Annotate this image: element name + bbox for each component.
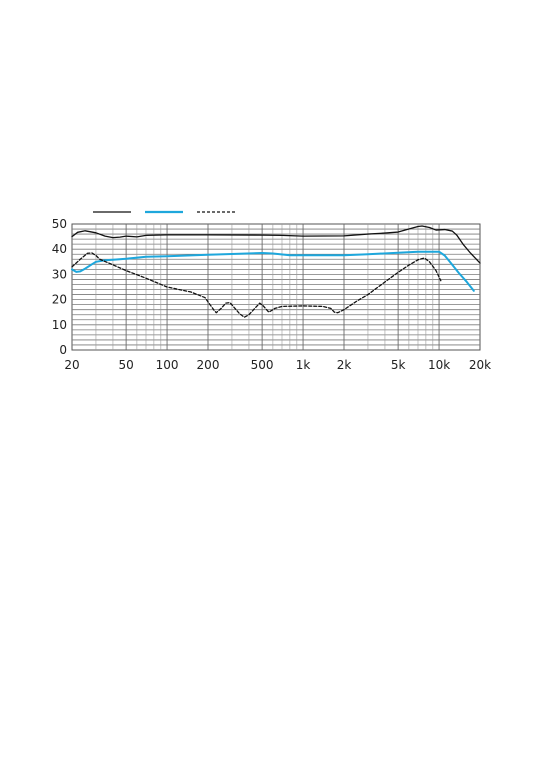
x-tick-label: 20 xyxy=(64,358,79,372)
x-axis-ticks: 20 50 100 200 500 1k 2k 5k 10k 20k xyxy=(64,358,491,372)
chart-grid xyxy=(71,223,481,351)
x-tick-label: 200 xyxy=(197,358,220,372)
x-tick-label: 2k xyxy=(337,358,352,372)
y-tick-label: 40 xyxy=(52,242,67,256)
x-tick-label: 10k xyxy=(428,358,450,372)
y-tick-label: 50 xyxy=(52,217,67,231)
series-line-2 xyxy=(71,250,475,292)
y-axis-ticks: 0 10 20 30 40 50 xyxy=(52,217,67,357)
x-tick-label: 50 xyxy=(118,358,133,372)
x-tick-label: 1k xyxy=(296,358,311,372)
y-tick-label: 30 xyxy=(52,267,67,281)
y-tick-label: 20 xyxy=(52,293,67,307)
x-tick-label: 100 xyxy=(156,358,179,372)
plot-frame xyxy=(71,223,481,351)
series-line-1 xyxy=(71,225,481,264)
y-tick-label: 0 xyxy=(59,343,67,357)
y-tick-label: 10 xyxy=(52,318,67,332)
x-tick-label: 5k xyxy=(391,358,406,372)
chart-series xyxy=(71,225,481,318)
x-tick-label: 20k xyxy=(469,358,491,372)
series-line-3 xyxy=(71,252,442,318)
x-tick-label: 500 xyxy=(251,358,274,372)
